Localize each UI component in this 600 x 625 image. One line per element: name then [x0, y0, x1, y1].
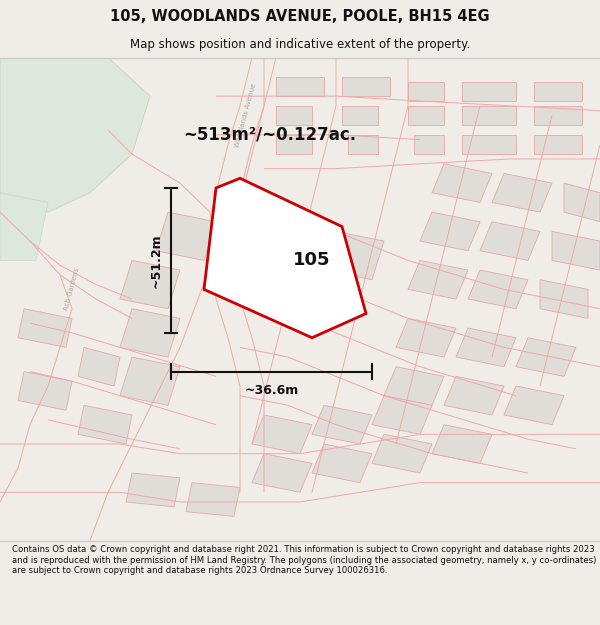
Polygon shape: [414, 135, 444, 154]
Polygon shape: [252, 454, 312, 493]
Polygon shape: [252, 415, 312, 454]
Polygon shape: [408, 261, 468, 299]
Polygon shape: [156, 212, 216, 261]
Polygon shape: [444, 376, 504, 415]
Text: Woodlands Avenue: Woodlands Avenue: [235, 82, 257, 148]
Polygon shape: [18, 309, 72, 348]
Polygon shape: [342, 106, 378, 125]
Polygon shape: [396, 318, 456, 357]
Polygon shape: [0, 192, 48, 261]
Polygon shape: [276, 135, 312, 154]
Text: 105: 105: [293, 251, 331, 269]
Polygon shape: [120, 309, 180, 357]
Polygon shape: [0, 58, 150, 212]
Polygon shape: [462, 135, 516, 154]
Polygon shape: [534, 82, 582, 101]
Polygon shape: [276, 106, 312, 125]
Polygon shape: [252, 270, 312, 318]
Polygon shape: [420, 212, 480, 251]
Text: ~513m²/~0.127ac.: ~513m²/~0.127ac.: [184, 126, 356, 144]
Text: 105, WOODLANDS AVENUE, POOLE, BH15 4EG: 105, WOODLANDS AVENUE, POOLE, BH15 4EG: [110, 9, 490, 24]
Polygon shape: [432, 424, 492, 463]
Polygon shape: [276, 77, 324, 96]
Polygon shape: [492, 174, 552, 212]
Polygon shape: [462, 82, 516, 101]
Polygon shape: [480, 222, 540, 261]
Polygon shape: [534, 106, 582, 125]
Polygon shape: [342, 77, 390, 96]
Polygon shape: [408, 82, 444, 101]
Polygon shape: [120, 261, 180, 309]
Polygon shape: [564, 183, 600, 222]
Text: Contains OS data © Crown copyright and database right 2021. This information is : Contains OS data © Crown copyright and d…: [12, 545, 596, 575]
Text: ~36.6m: ~36.6m: [244, 384, 299, 398]
Polygon shape: [312, 444, 372, 483]
Polygon shape: [540, 280, 588, 318]
Polygon shape: [372, 434, 432, 473]
Polygon shape: [264, 212, 324, 261]
Polygon shape: [516, 338, 576, 376]
Polygon shape: [432, 164, 492, 202]
Polygon shape: [504, 386, 564, 424]
Polygon shape: [552, 231, 600, 270]
Polygon shape: [204, 178, 366, 338]
Text: ~51.2m: ~51.2m: [149, 233, 163, 288]
Polygon shape: [408, 106, 444, 125]
Polygon shape: [462, 106, 516, 125]
Polygon shape: [78, 348, 120, 386]
Polygon shape: [312, 406, 372, 444]
Polygon shape: [186, 482, 240, 516]
Polygon shape: [534, 135, 582, 154]
Text: Map shows position and indicative extent of the property.: Map shows position and indicative extent…: [130, 38, 470, 51]
Text: Ash Gardens: Ash Gardens: [64, 268, 80, 311]
Polygon shape: [126, 473, 180, 507]
Polygon shape: [348, 135, 378, 154]
Polygon shape: [372, 396, 432, 434]
Polygon shape: [78, 406, 132, 444]
Polygon shape: [324, 231, 384, 280]
Polygon shape: [18, 371, 72, 410]
Polygon shape: [468, 270, 528, 309]
Polygon shape: [456, 328, 516, 367]
Polygon shape: [120, 357, 180, 406]
Polygon shape: [384, 367, 444, 406]
